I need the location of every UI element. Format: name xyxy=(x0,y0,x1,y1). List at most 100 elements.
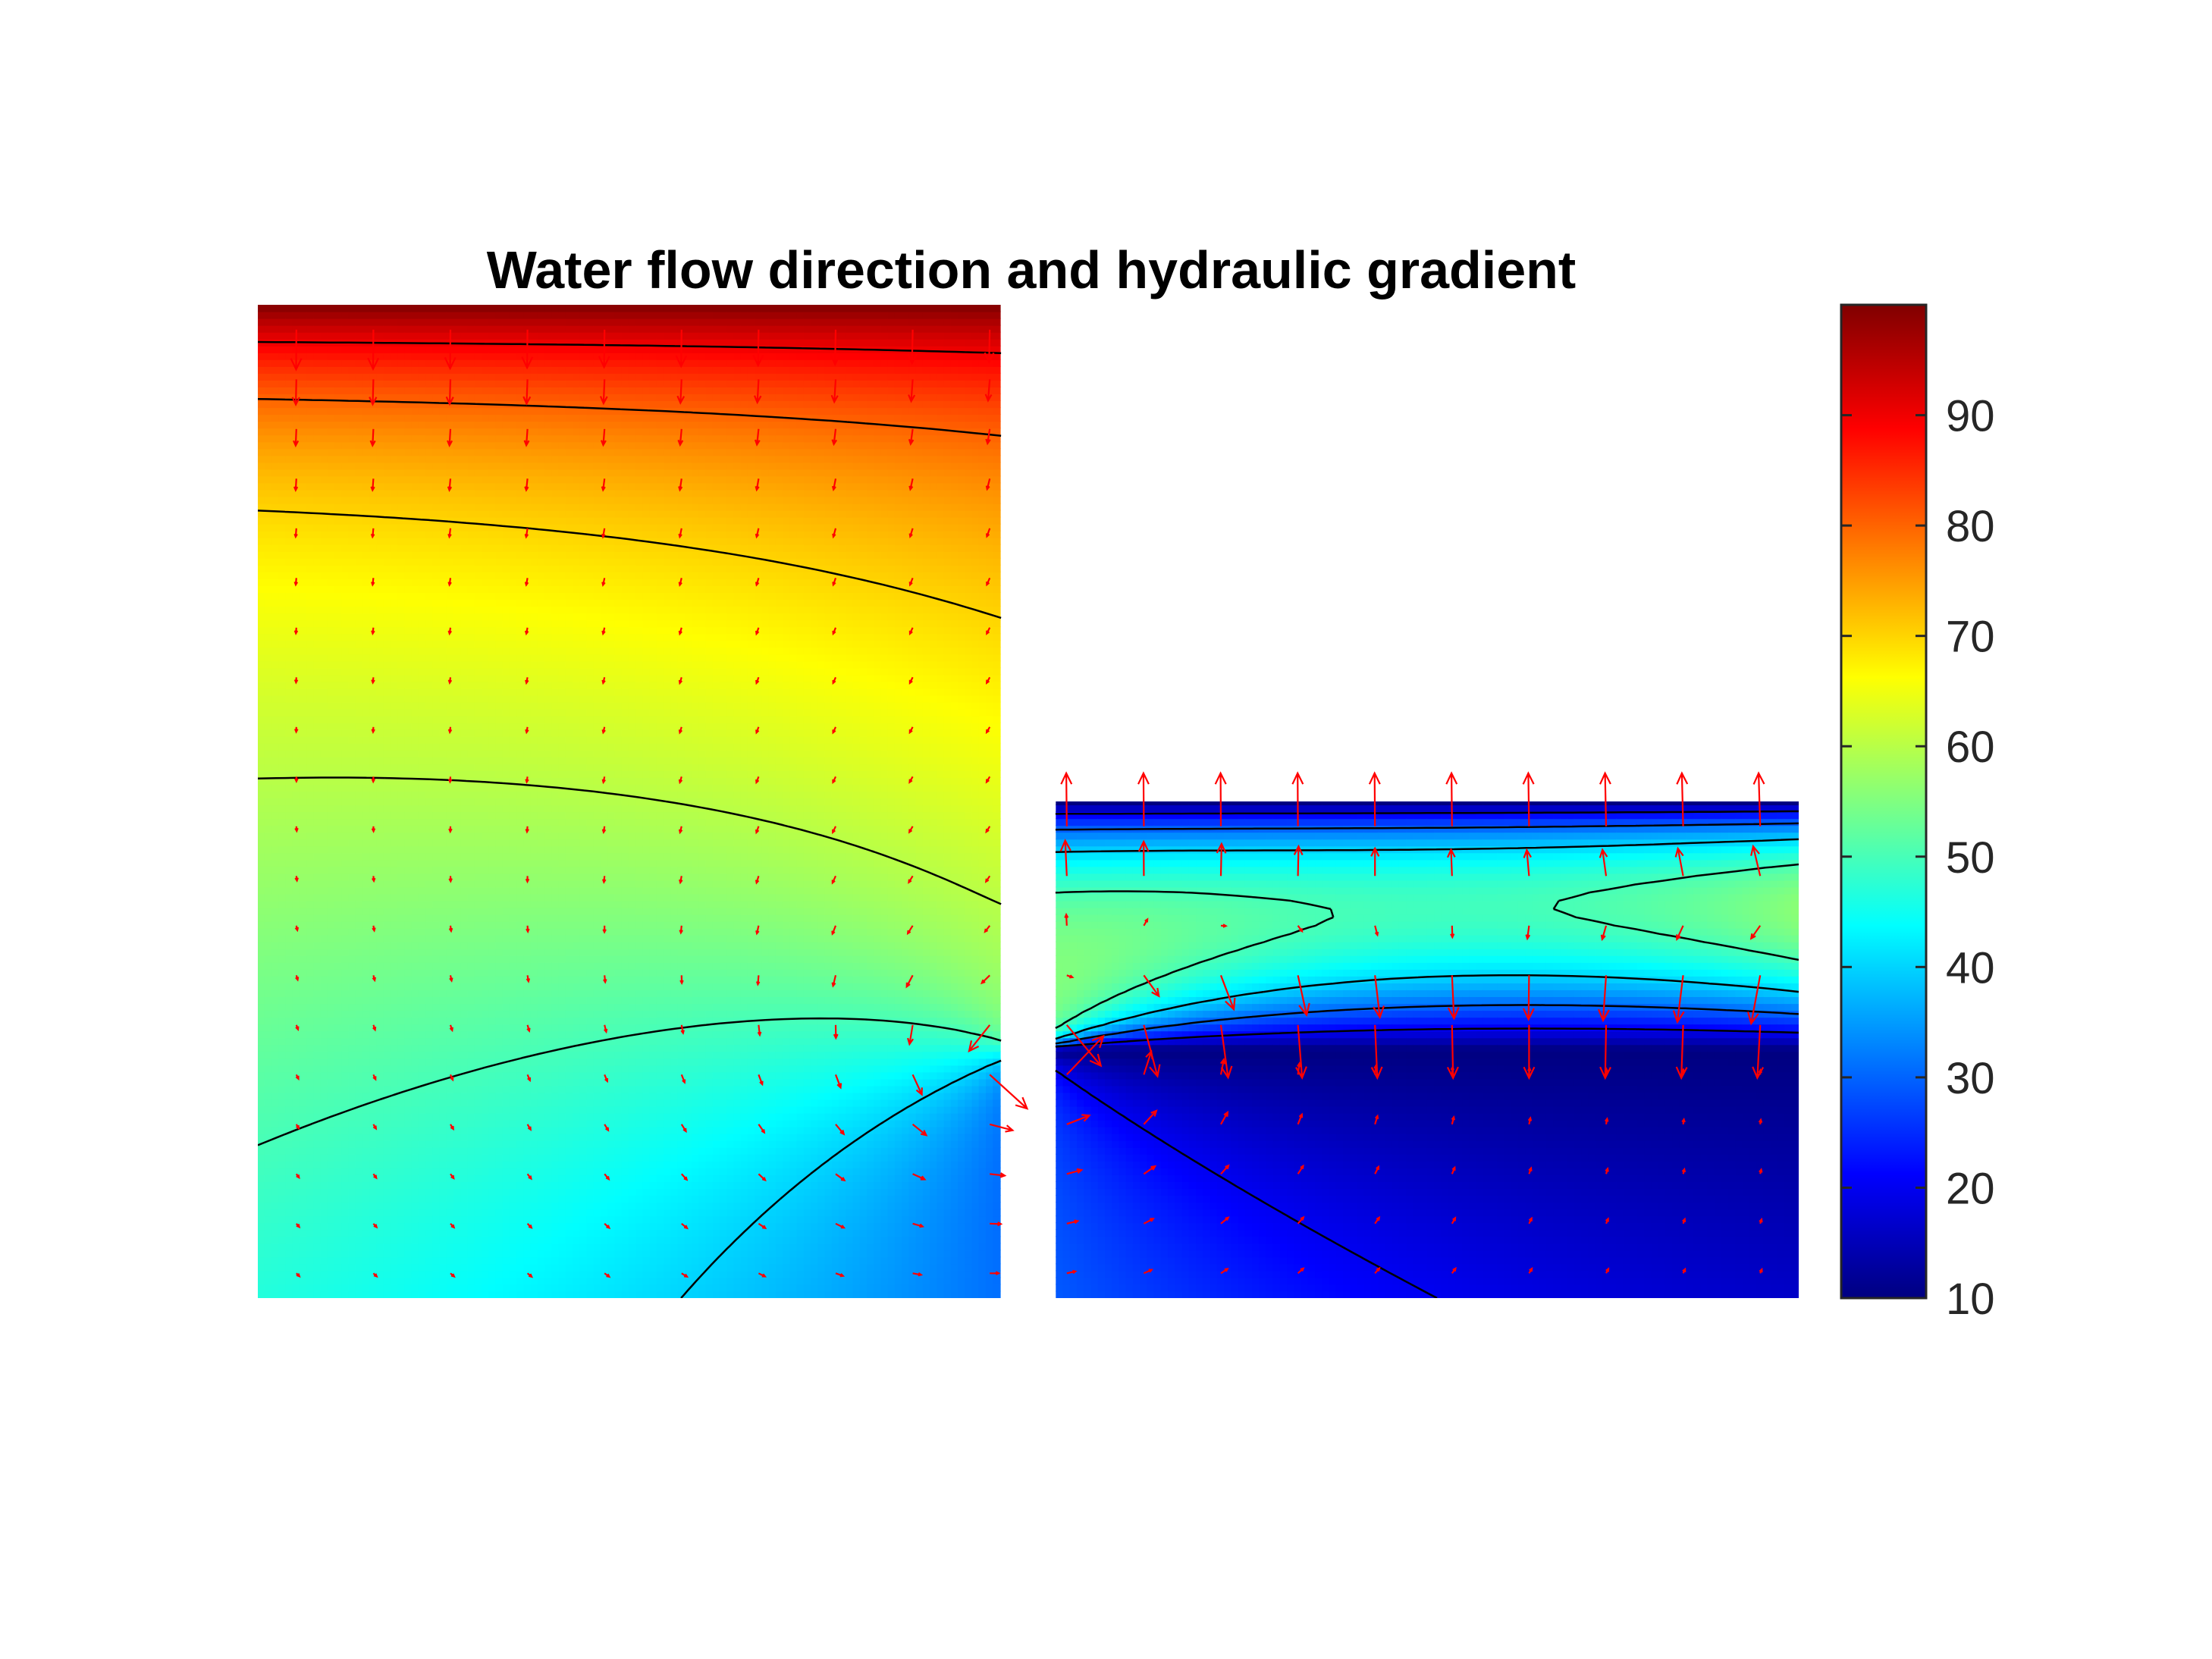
velocity-arrow xyxy=(835,1173,846,1182)
colorbar: 10 20 30 40 50 60 70 80 90 xyxy=(1840,303,1995,1324)
velocity-arrow xyxy=(1143,1218,1155,1225)
velocity-arrow xyxy=(990,1271,1001,1275)
velocity-arrow xyxy=(525,776,529,784)
velocity-arrow xyxy=(911,1123,928,1137)
velocity-arrow xyxy=(1219,974,1236,1011)
velocity-arrow xyxy=(1370,1024,1383,1080)
velocity-arrow xyxy=(448,876,453,883)
velocity-arrow xyxy=(680,1124,687,1134)
velocity-arrow xyxy=(678,826,683,835)
velocity-arrow xyxy=(1676,771,1689,826)
velocity-arrow xyxy=(526,1223,533,1229)
velocity-arrow xyxy=(1525,925,1531,941)
velocity-arrow xyxy=(908,875,914,884)
velocity-arrow xyxy=(1749,925,1762,940)
velocity-arrow xyxy=(1143,1269,1154,1275)
velocity-arrow xyxy=(832,577,837,587)
velocity-arrow xyxy=(447,428,453,447)
velocity-arrow xyxy=(1137,771,1150,826)
velocity-arrow xyxy=(1374,1215,1381,1225)
colorbar-tick-label: 40 xyxy=(1946,943,1995,993)
velocity-arrow xyxy=(680,1024,685,1035)
velocity-arrow xyxy=(601,578,606,587)
velocity-arrow xyxy=(830,379,839,404)
velocity-arrow xyxy=(1597,975,1610,1023)
velocity-arrow xyxy=(293,726,299,734)
velocity-arrow xyxy=(371,776,376,784)
velocity-arrow xyxy=(985,478,991,491)
velocity-arrow xyxy=(755,676,760,685)
velocity-arrow xyxy=(984,329,995,365)
velocity-arrow xyxy=(912,1272,924,1277)
velocity-arrow xyxy=(1220,1268,1229,1275)
velocity-arrow xyxy=(908,676,914,685)
velocity-arrow xyxy=(986,528,991,538)
velocity-arrow xyxy=(832,776,836,785)
velocity-arrow xyxy=(447,627,453,636)
velocity-arrow xyxy=(526,925,530,934)
velocity-arrow xyxy=(449,975,453,983)
velocity-arrow xyxy=(912,1222,925,1228)
velocity-arrow xyxy=(524,578,529,587)
velocity-arrow xyxy=(372,1223,378,1229)
velocity-arrow xyxy=(1522,975,1535,1021)
velocity-arrow xyxy=(1219,1057,1226,1075)
velocity-arrow xyxy=(681,1272,689,1278)
velocity-arrow xyxy=(1373,975,1385,1020)
velocity-arrow xyxy=(908,528,914,539)
velocity-arrow xyxy=(445,379,454,406)
velocity-arrow xyxy=(905,974,914,989)
velocity-arrow xyxy=(604,1173,610,1181)
velocity-arrow xyxy=(1143,1165,1157,1175)
velocity-arrow xyxy=(599,379,608,406)
plot-area xyxy=(258,305,1799,1298)
velocity-arrow xyxy=(1747,975,1762,1026)
velocity-arrow xyxy=(525,826,529,834)
velocity-arrow xyxy=(1599,848,1608,877)
velocity-arrow xyxy=(908,776,914,784)
velocity-arrow xyxy=(598,329,610,369)
velocity-arrow xyxy=(1759,1217,1763,1225)
velocity-arrow xyxy=(604,1024,608,1034)
velocity-arrow xyxy=(1297,975,1310,1018)
velocity-arrow xyxy=(678,578,682,588)
velocity-arrow xyxy=(1451,1115,1455,1125)
velocity-arrow xyxy=(986,577,991,587)
velocity-arrow xyxy=(294,925,300,933)
velocity-arrow xyxy=(985,776,991,784)
velocity-arrow xyxy=(370,478,375,492)
velocity-arrow xyxy=(986,627,991,635)
velocity-arrow xyxy=(758,1222,767,1230)
velocity-arrow xyxy=(835,1124,846,1136)
velocity-arrow xyxy=(1676,925,1684,941)
velocity-arrow xyxy=(1523,848,1532,877)
velocity-arrow xyxy=(294,826,299,833)
velocity-arrow xyxy=(1295,1024,1307,1080)
velocity-arrow xyxy=(448,925,453,933)
velocity-arrow xyxy=(604,1124,610,1132)
velocity-arrow xyxy=(677,428,684,447)
velocity-arrow xyxy=(450,1272,456,1278)
velocity-arrow xyxy=(908,627,914,636)
velocity-arrow xyxy=(295,1124,300,1131)
velocity-arrow xyxy=(755,776,760,785)
velocity-arrow xyxy=(1374,925,1379,937)
velocity-arrow xyxy=(755,875,760,885)
velocity-arrow xyxy=(371,578,375,587)
velocity-arrow xyxy=(679,876,683,885)
velocity-arrow xyxy=(834,1074,842,1090)
velocity-arrow xyxy=(985,726,991,735)
velocity-arrow xyxy=(835,1272,846,1278)
velocity-arrow xyxy=(1528,1216,1533,1225)
velocity-arrow xyxy=(1060,771,1073,826)
velocity-arrow xyxy=(1451,1216,1457,1225)
velocity-arrow xyxy=(1297,1267,1305,1275)
velocity-arrow xyxy=(1143,917,1149,927)
velocity-arrow xyxy=(1759,1267,1763,1274)
velocity-arrow xyxy=(1291,771,1304,826)
velocity-arrow xyxy=(1446,848,1456,877)
velocity-arrow xyxy=(371,627,375,635)
velocity-arrow xyxy=(294,776,299,784)
velocity-arrow xyxy=(908,478,914,491)
velocity-arrow xyxy=(372,1173,378,1180)
